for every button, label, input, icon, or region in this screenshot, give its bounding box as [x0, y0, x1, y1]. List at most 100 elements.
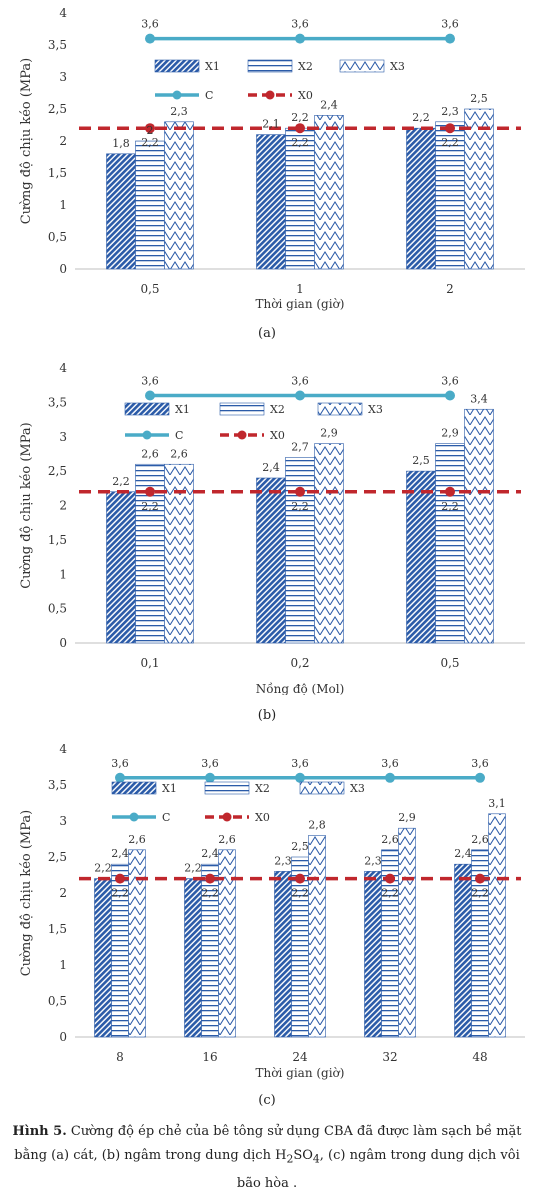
y-tick-label: 3 — [59, 70, 67, 84]
data-label-x3: 2,8 — [308, 818, 326, 831]
legend-swatch-x2 — [247, 59, 293, 73]
y-tick-label: 2 — [59, 499, 67, 513]
bar-x3 — [128, 849, 146, 1038]
y-tick-label: 2,5 — [48, 850, 67, 864]
data-label-c: 3,6 — [141, 375, 159, 388]
chart-c: 0 0,5 1 1,5 2 2,5 3 3,5 4 Cường độ chịu kéo (MPa)… — [19, 742, 525, 1080]
bar-x3 — [164, 463, 194, 644]
c-marker — [445, 390, 455, 401]
y-tick-label: 2 — [59, 134, 67, 148]
data-label-x2: 2,6 — [381, 833, 399, 846]
data-label-c: 3,6 — [201, 757, 219, 770]
y-tick-label: 4 — [59, 361, 67, 375]
y-tick-label: 0,5 — [48, 230, 67, 244]
legend-marker-c — [142, 430, 152, 440]
y-tick-label: 2,5 — [48, 102, 67, 116]
legend-label-x1: X1 — [205, 60, 220, 73]
y-tick-label: 0,5 — [48, 994, 67, 1008]
data-label-x0: 2,2 — [291, 500, 309, 513]
data-label-c: 3,6 — [291, 375, 309, 388]
y-tick-label: 4 — [59, 742, 67, 756]
data-label-x0: 2,2 — [381, 887, 399, 900]
data-label-x1: 2,2 — [412, 111, 430, 124]
data-label-c: 3,6 — [381, 757, 399, 770]
legend-marker-x0 — [222, 812, 232, 822]
bar-x3 — [164, 121, 194, 270]
c-marker — [295, 772, 305, 783]
bar-x1 — [106, 153, 136, 270]
bar-x1 — [406, 470, 436, 644]
data-label-x2: 2,5 — [291, 840, 309, 853]
data-label-x3: 2,6 — [170, 447, 188, 460]
data-label-x1: 2,1 — [262, 118, 280, 131]
bar-x3 — [488, 813, 506, 1038]
data-label-x1: 1,8 — [112, 137, 130, 150]
bar-x3 — [308, 835, 326, 1038]
x0-marker — [115, 873, 125, 884]
y-tick-label: 1 — [59, 198, 67, 212]
y-tick-label: 1,5 — [48, 922, 67, 936]
caption-so: SO — [293, 1148, 313, 1163]
bar-x3 — [464, 408, 494, 644]
bar-x3 — [218, 849, 236, 1038]
legend-marker-x0 — [265, 90, 275, 100]
bar-x1 — [364, 871, 382, 1038]
caption-sub-4: 4 — [312, 1152, 320, 1166]
bar-x1 — [406, 127, 436, 270]
x0-marker — [145, 486, 155, 497]
x-tick-label: 0,5 — [140, 282, 159, 296]
data-label-x1: 2,2 — [94, 862, 112, 875]
legend-swatch-x2 — [204, 781, 250, 795]
data-label-x3: 2,6 — [128, 833, 146, 846]
caption-text-b: , (c) ngâm trong dung dịch vôi bão hòa . — [236, 1148, 520, 1191]
data-label-x2: 2,7 — [291, 440, 309, 453]
legend-label-x3: X3 — [390, 60, 405, 73]
legend-marker-c — [129, 812, 139, 822]
data-label-x0: 2,2 — [291, 136, 309, 149]
legend-label-x1: X1 — [162, 782, 177, 795]
data-label-x2: 2,3 — [441, 105, 459, 118]
y-tick-label: 1 — [59, 958, 67, 972]
data-label-x1: 2,5 — [412, 454, 430, 467]
x-tick-label: 0,1 — [140, 656, 159, 670]
bar-x1 — [106, 491, 136, 644]
panel-label-a: (a) — [258, 326, 276, 341]
c-marker — [295, 390, 305, 401]
x0-marker — [445, 123, 455, 134]
x-tick-label: 32 — [382, 1050, 397, 1064]
x0-marker — [295, 873, 305, 884]
x0-marker — [145, 123, 155, 134]
x0-marker — [295, 486, 305, 497]
y-tick-label: 3 — [59, 814, 67, 828]
y-axis-label: Cường độ chịu kéo (MPa) — [19, 58, 34, 224]
caption-label: Hình 5. — [12, 1124, 67, 1139]
panel-label-b: (b) — [257, 708, 277, 723]
c-marker — [205, 772, 215, 783]
legend-swatch-x2 — [219, 402, 265, 416]
data-label-x1: 2,2 — [112, 475, 130, 488]
chart-b: 0 0,5 1 1,5 2 2,5 3 3,5 4 Cường độ chịu kéo (MPa)… — [19, 361, 525, 695]
data-label-x0: 2,2 — [291, 887, 309, 900]
legend-label-x0: X0 — [255, 811, 270, 824]
x0-marker — [205, 873, 215, 884]
c-marker — [295, 33, 305, 44]
bar-x1 — [256, 134, 286, 270]
data-label-c: 3,6 — [111, 757, 129, 770]
x-axis-label: Thời gian (giờ) — [256, 297, 345, 311]
data-label-x3: 2,5 — [470, 92, 488, 105]
legend-label-x2: X2 — [270, 403, 285, 416]
bar-x1 — [184, 878, 202, 1038]
legend-label-x1: X1 — [175, 403, 190, 416]
y-tick-label: 2 — [59, 886, 67, 900]
c-marker — [145, 390, 155, 401]
x0-marker — [475, 873, 485, 884]
y-axis-label: Cường độ chịu kéo (MPa) — [19, 422, 34, 588]
legend-marker-x0 — [237, 430, 247, 440]
legend-label-x0: X0 — [298, 89, 313, 102]
bar-x3 — [314, 443, 344, 644]
bar-x2 — [435, 121, 465, 270]
data-label-c: 3,6 — [441, 375, 459, 388]
data-label-x0: 2,2 — [111, 887, 129, 900]
bar-x1 — [256, 477, 286, 644]
legend-label-x3: X3 — [350, 782, 365, 795]
